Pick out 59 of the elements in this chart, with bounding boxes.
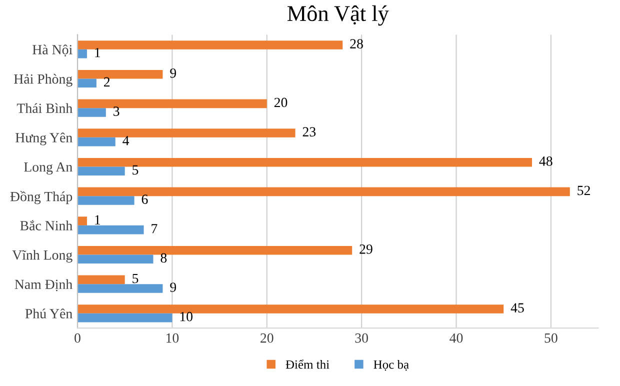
data-label: 28 — [350, 39, 363, 48]
bar — [78, 246, 352, 255]
data-label: 3 — [114, 106, 120, 116]
bar — [78, 313, 172, 322]
x-tick-label: 50 — [544, 333, 558, 343]
chart-title: Môn Vật lý — [288, 5, 389, 26]
bar — [78, 166, 125, 176]
bar — [78, 158, 532, 167]
data-label: 8 — [160, 253, 167, 263]
legend-label: Điểm thi — [286, 360, 330, 369]
bar — [78, 128, 296, 138]
bar — [78, 304, 504, 314]
x-tick-label: 20 — [260, 333, 274, 343]
bar — [78, 284, 163, 293]
bar — [78, 196, 134, 205]
data-label: 23 — [302, 127, 316, 136]
data-label: 6 — [142, 194, 148, 204]
bar — [78, 78, 96, 88]
data-label: 5 — [132, 165, 138, 175]
y-tick-label: Hà Nội — [32, 44, 72, 57]
y-tick-label: Nam Định — [14, 279, 72, 292]
y-tick-label: Đồng Tháp — [10, 191, 72, 204]
bar — [78, 137, 116, 146]
data-label: 5 — [132, 274, 138, 284]
data-label: 9 — [170, 68, 176, 78]
data-label: 7 — [152, 224, 158, 234]
x-tick-label: 30 — [355, 333, 368, 343]
legend-label: Học bạ — [374, 360, 409, 371]
data-label: 48 — [539, 156, 552, 166]
y-tick-label: Bắc Ninh — [20, 220, 72, 230]
y-tick-label: Hưng Yên — [16, 132, 72, 146]
bar — [78, 108, 106, 117]
bar — [78, 187, 570, 196]
bar — [78, 216, 87, 226]
data-label: 10 — [180, 312, 192, 322]
data-label: 45 — [510, 303, 524, 313]
y-tick-label: Long An — [24, 162, 72, 175]
data-label: 20 — [274, 98, 288, 108]
bar — [78, 40, 343, 50]
bar — [78, 49, 87, 58]
bar — [78, 99, 267, 108]
bar — [78, 225, 144, 234]
data-label: 4 — [122, 136, 130, 146]
data-label: 1 — [95, 215, 100, 224]
data-label: 29 — [360, 244, 372, 254]
x-tick-label: 40 — [450, 333, 463, 343]
y-tick-label: Hải Phòng — [14, 74, 72, 87]
data-label: 2 — [104, 77, 110, 86]
data-label: 1 — [95, 48, 100, 58]
bar — [78, 254, 154, 264]
bar — [78, 275, 125, 284]
y-tick-label: Vĩnh Long — [12, 250, 72, 263]
data-label: 9 — [170, 282, 176, 292]
x-tick-label: 0 — [74, 333, 80, 343]
y-tick-label: Thái Bình — [16, 103, 72, 114]
x-tick-label: 10 — [166, 333, 179, 343]
bar — [78, 70, 163, 79]
y-tick-label: Phú Yên — [25, 308, 72, 318]
data-label: 52 — [578, 186, 590, 196]
